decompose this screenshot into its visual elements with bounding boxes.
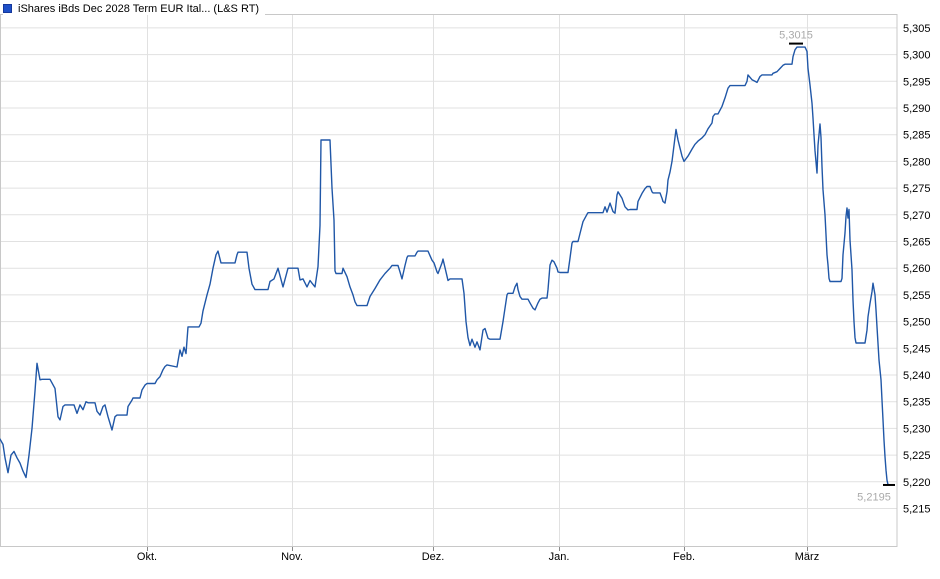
y-tick-label: 5,230 — [903, 423, 931, 435]
x-tick-label: Dez. — [422, 551, 445, 563]
y-tick-label: 5,255 — [903, 290, 931, 302]
y-tick-label: 5,260 — [903, 263, 931, 275]
y-tick-label: 5,290 — [903, 103, 931, 115]
y-tick-label: 5,215 — [903, 504, 931, 516]
x-tick-label: Jan. — [549, 551, 570, 563]
low-annotation: 5,2195 — [857, 491, 891, 503]
x-tick-label: Okt. — [137, 551, 157, 563]
chart-header: iShares iBds Dec 2028 Term EUR Ital... (… — [3, 2, 266, 15]
y-tick-label: 5,285 — [903, 130, 931, 142]
x-tick-label: März — [795, 551, 819, 563]
y-tick-label: 5,300 — [903, 50, 931, 62]
price-line — [0, 46, 889, 486]
y-tick-label: 5,295 — [903, 76, 931, 88]
plot-frame — [0, 14, 898, 547]
y-tick-label: 5,220 — [903, 477, 931, 489]
y-tick-label: 5,240 — [903, 370, 931, 382]
y-tick-label: 5,305 — [903, 23, 931, 35]
x-tick-label: Feb. — [673, 551, 695, 563]
y-tick-label: 5,225 — [903, 450, 931, 462]
y-tick-label: 5,280 — [903, 156, 931, 168]
y-tick-label: 5,250 — [903, 317, 931, 329]
x-tick-label: Nov. — [281, 551, 303, 563]
chart-title: iShares iBds Dec 2028 Term EUR Ital... (… — [18, 2, 260, 15]
series-legend-square-icon — [3, 4, 12, 13]
y-tick-label: 5,275 — [903, 183, 931, 195]
y-tick-label: 5,235 — [903, 397, 931, 409]
y-tick-label: 5,270 — [903, 210, 931, 222]
high-annotation: 5,3015 — [779, 30, 813, 42]
y-tick-label: 5,265 — [903, 237, 931, 249]
y-tick-label: 5,245 — [903, 343, 931, 355]
